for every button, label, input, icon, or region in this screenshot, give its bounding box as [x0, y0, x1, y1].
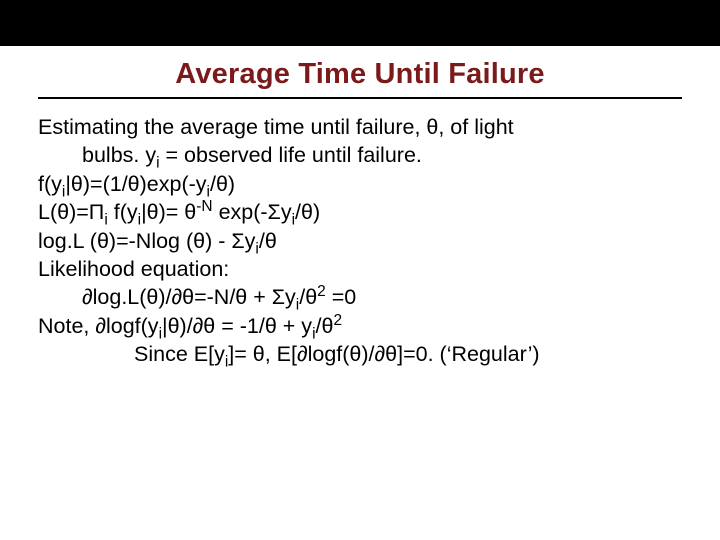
text: Estimating the average time until failur… [38, 115, 514, 139]
superscript: 2 [333, 311, 342, 328]
text: /θ [316, 314, 334, 338]
top-bar [0, 0, 720, 46]
line-5: Likelihood equation: [38, 255, 682, 283]
text: bulbs. y [82, 143, 156, 167]
text: Since E[y [134, 342, 225, 366]
text: Likelihood equation: [38, 257, 229, 281]
text: exp(-Σy [213, 200, 292, 224]
slide-body: Estimating the average time until failur… [38, 113, 682, 368]
text: /θ) [210, 172, 235, 196]
title-underline [38, 97, 682, 99]
text: /θ [299, 285, 317, 309]
line-3: L(θ)=Πi f(yi|θ)= θ-N exp(-Σyi/θ) [38, 198, 682, 226]
text: |θ)= θ [141, 200, 196, 224]
line-1b: bulbs. yi = observed life until failure. [38, 141, 682, 169]
slide-content: Average Time Until Failure Estimating th… [0, 46, 720, 368]
superscript: 2 [317, 283, 326, 300]
line-1: Estimating the average time until failur… [38, 113, 682, 141]
text: ]= θ, E[∂logf(θ)/∂θ]=0. (‘Regular’) [228, 342, 539, 366]
text: ∂log.L(θ)/∂θ=-N/θ + Σy [82, 285, 296, 309]
line-2: f(yi|θ)=(1/θ)exp(-yi/θ) [38, 170, 682, 198]
text: |θ)/∂θ = -1/θ + y [162, 314, 312, 338]
text: /θ [259, 229, 277, 253]
text: |θ)=(1/θ)exp(-y [65, 172, 206, 196]
line-8: Since E[yi]= θ, E[∂logf(θ)/∂θ]=0. (‘Regu… [38, 340, 682, 368]
slide-title: Average Time Until Failure [38, 58, 682, 97]
line-6: ∂log.L(θ)/∂θ=-N/θ + Σyi/θ2 =0 [38, 283, 682, 311]
text: f(y [38, 172, 62, 196]
text: Note, ∂logf(y [38, 314, 159, 338]
superscript: -N [196, 198, 212, 215]
text: = observed life until failure. [160, 143, 422, 167]
text: =0 [326, 285, 357, 309]
text: L(θ)=Π [38, 200, 104, 224]
text: log.L (θ)=-Nlog (θ) - Σy [38, 229, 255, 253]
line-7: Note, ∂logf(yi|θ)/∂θ = -1/θ + yi/θ2 [38, 312, 682, 340]
text: f(y [108, 200, 138, 224]
text: /θ) [295, 200, 320, 224]
line-4: log.L (θ)=-Nlog (θ) - Σyi/θ [38, 227, 682, 255]
